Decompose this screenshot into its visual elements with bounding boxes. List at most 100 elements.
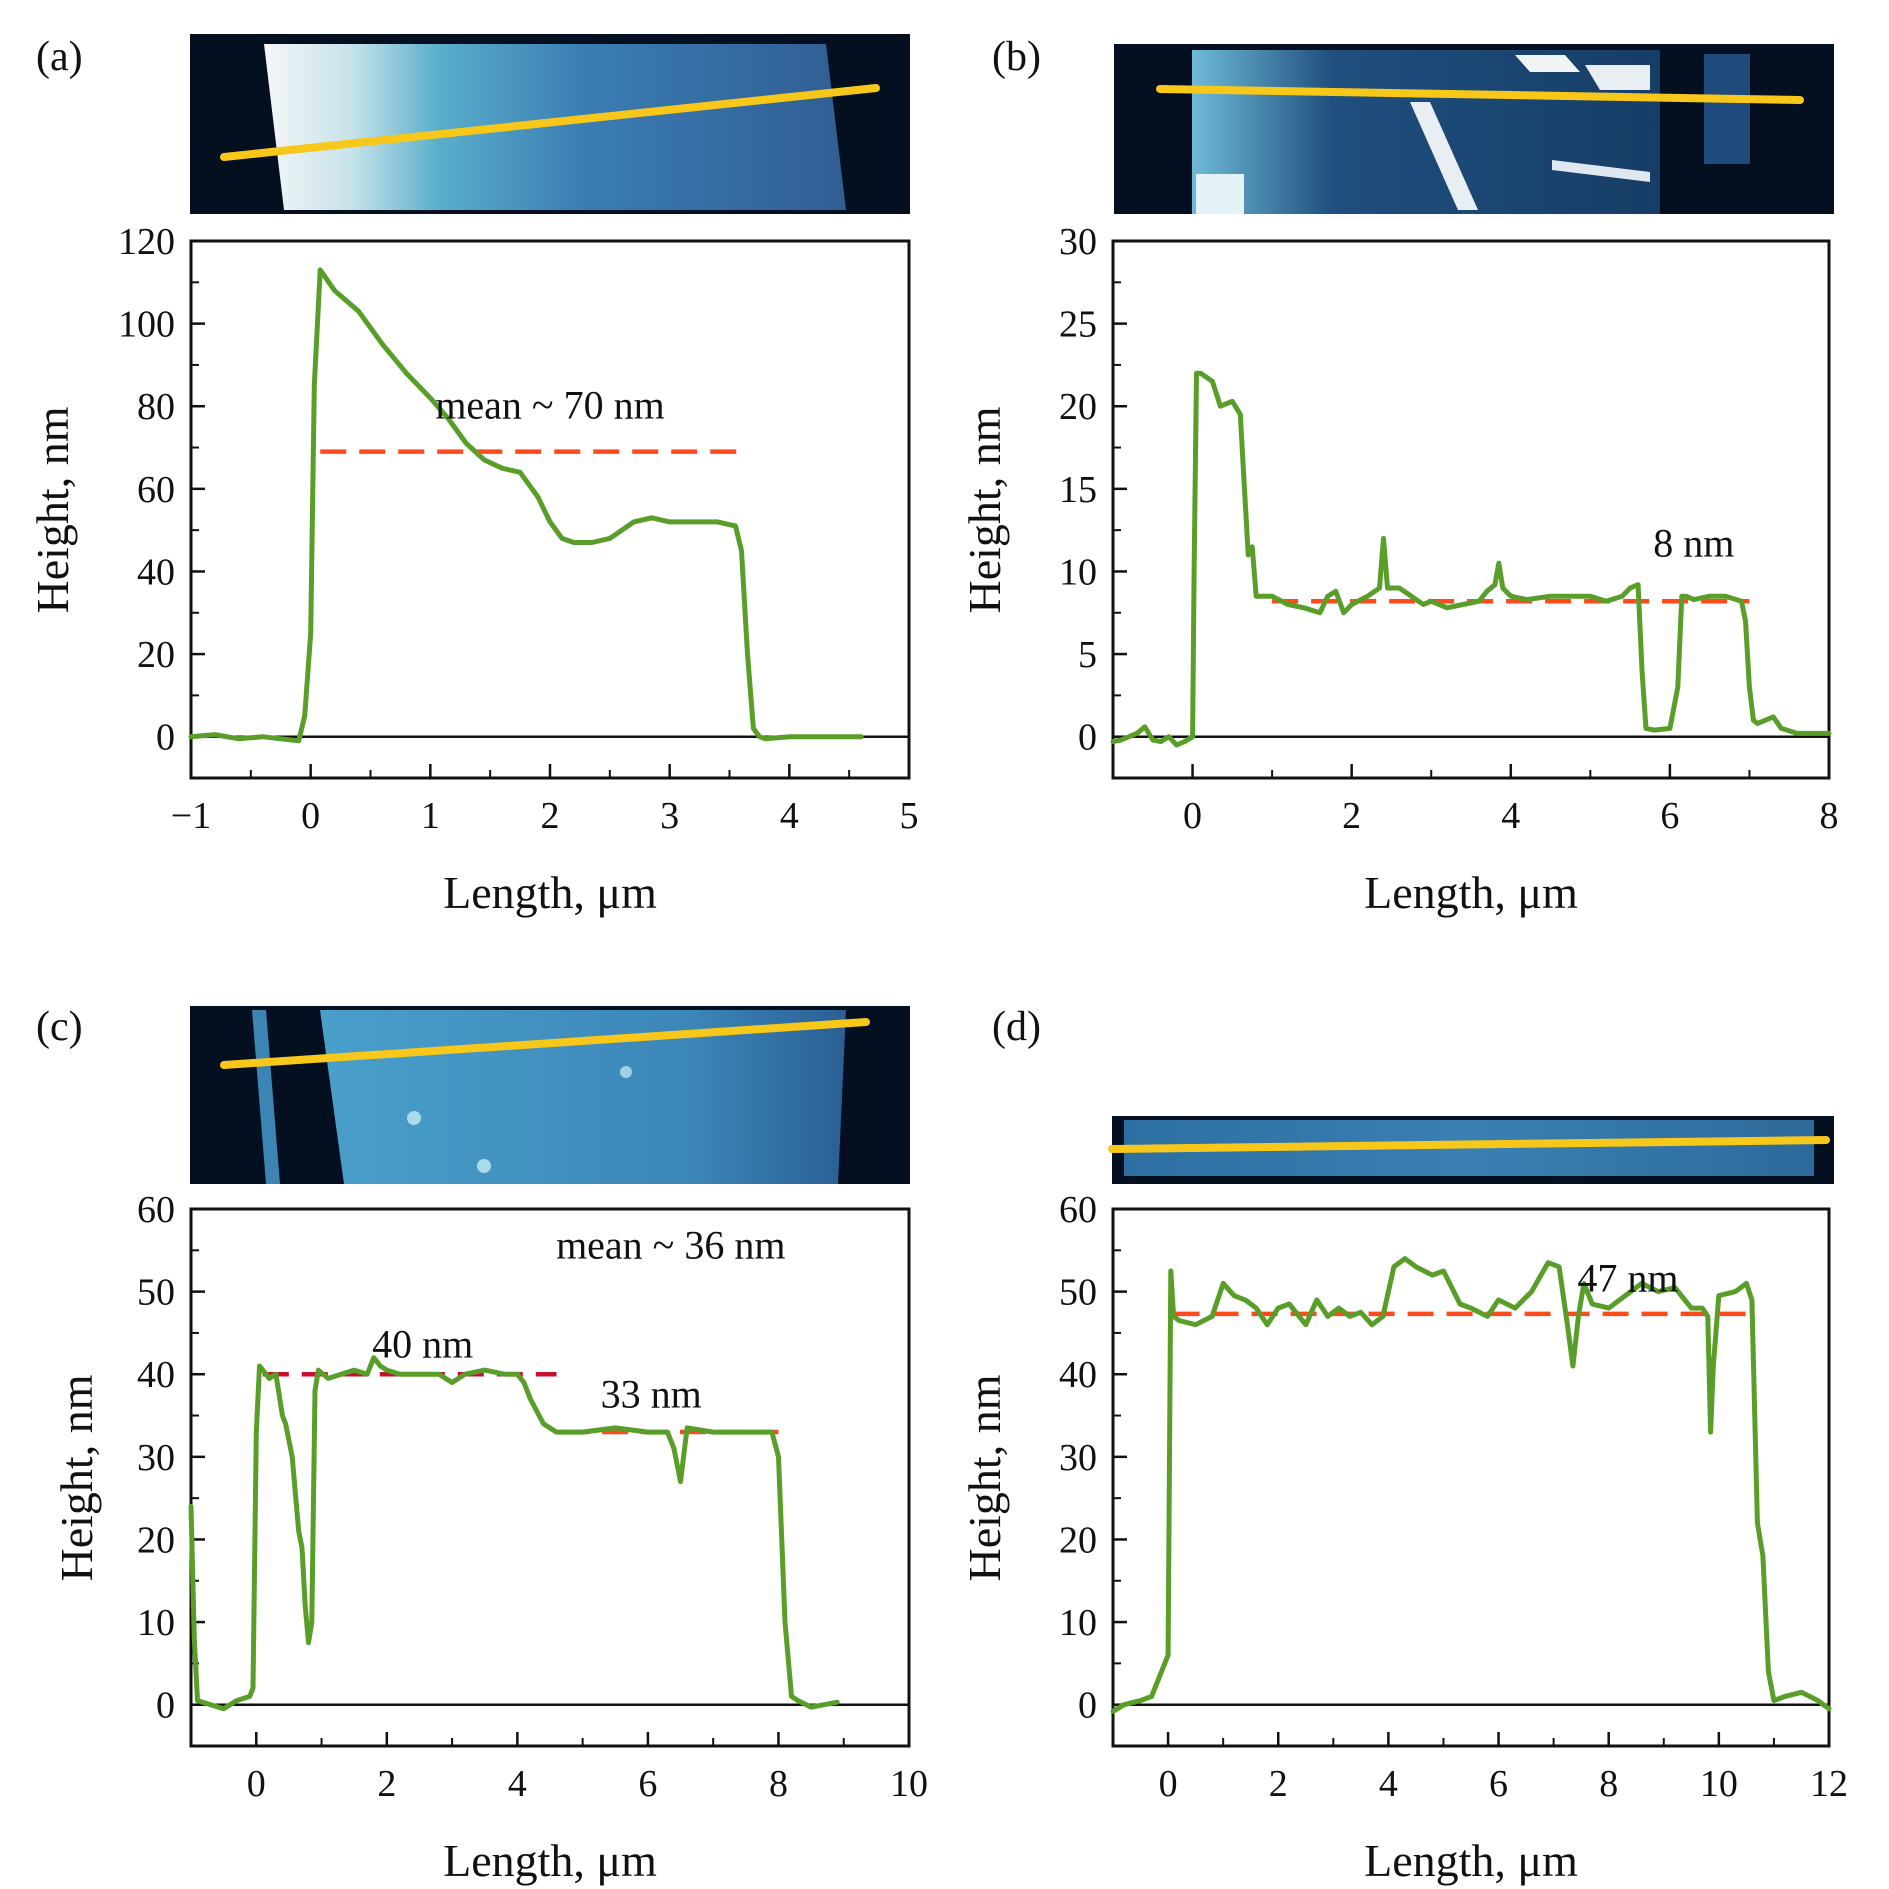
panel-d: (d) 0 2 4 6 8 10 12 0 10 20 30 40 50 60 47 nm Height, … (959, 1004, 1848, 1886)
y-tick-label-b: 30 (1059, 221, 1097, 263)
plot-frame-d (1111, 1207, 1831, 1748)
annotation-c: 40 nm (372, 1322, 473, 1367)
annotation-d: 47 nm (1577, 1256, 1678, 1301)
y-tick-label-c: 40 (137, 1354, 175, 1396)
scan-line-a (220, 84, 880, 161)
series-line-b (1110, 370, 1832, 748)
afm-image-d (1108, 1116, 1834, 1184)
annotation-b: 8 nm (1653, 521, 1734, 566)
y-tick-label-d: 0 (1078, 1685, 1097, 1727)
y-axis-label-d: Height, nm (959, 1374, 1010, 1581)
y-tick-label-b: 5 (1078, 634, 1097, 676)
afm-image-a (190, 34, 910, 214)
x-tick-label-d: 6 (1489, 1763, 1508, 1805)
y-tick-label-d: 50 (1059, 1272, 1097, 1314)
afm-flake-c (320, 1010, 846, 1184)
y-tick-label-d: 30 (1059, 1437, 1097, 1479)
afm-flake-a (264, 44, 846, 210)
scan-line-b (1156, 85, 1804, 104)
series-line-d (1110, 1256, 1832, 1714)
scan-line-c (220, 1018, 870, 1069)
plot-frame-b (1111, 239, 1831, 780)
panel-label-a: (a) (36, 34, 83, 80)
x-tick-label-c: 8 (769, 1763, 788, 1805)
x-tick-label-a: 3 (660, 795, 679, 837)
x-tick-label-c: 2 (377, 1763, 396, 1805)
y-tick-label-d: 20 (1059, 1519, 1097, 1561)
y-axis-label-c: Height, nm (51, 1374, 102, 1581)
scan-line-d (1108, 1136, 1830, 1153)
plot-frame-a (189, 239, 911, 780)
y-tick-label-b: 10 (1059, 551, 1097, 593)
y-axis-label-b: Height, nm (959, 406, 1010, 613)
plot-area-b: 0 2 4 6 8 0 5 10 15 20 25 30 8 nm (1059, 221, 1839, 837)
x-tick-label-d: 4 (1379, 1763, 1398, 1805)
x-tick-label-c: 0 (247, 1763, 266, 1805)
x-tick-label-b: 6 (1660, 795, 1679, 837)
x-tick-label-c: 6 (638, 1763, 657, 1805)
y-axis-label-a: Height, nm (27, 406, 78, 613)
y-tick-label-a: 120 (118, 221, 175, 263)
panel-label-c: (c) (36, 1004, 83, 1050)
afm-flake-b-right (1704, 54, 1750, 164)
afm-image-c (190, 1006, 910, 1184)
afm-particle-2 (477, 1159, 491, 1173)
x-tick-label-c: 10 (890, 1763, 928, 1805)
x-tick-label-b: 0 (1183, 795, 1202, 837)
x-tick-label-a: −1 (171, 795, 211, 837)
annotation-c: mean ~ 36 nm (556, 1223, 785, 1268)
y-tick-label-d: 40 (1059, 1354, 1097, 1396)
x-tick-label-b: 8 (1820, 795, 1839, 837)
x-axis-label-c: Length, μm (443, 1835, 657, 1886)
x-tick-label-a: 0 (301, 795, 320, 837)
afm-bright-strip-3 (1410, 102, 1478, 210)
y-tick-label-d: 10 (1059, 1602, 1097, 1644)
plot-area-d: 0 2 4 6 8 10 12 0 10 20 30 40 50 60 47 nm (1059, 1189, 1848, 1805)
plot-area-a: −1 0 1 2 3 4 5 0 20 40 60 80 100 120 mean ~ 70 nm (118, 221, 919, 837)
x-axis-label-b: Length, μm (1364, 867, 1578, 918)
y-tick-label-b: 20 (1059, 386, 1097, 428)
series-line-c (188, 1355, 840, 1712)
y-tick-label-a: 80 (137, 386, 175, 428)
panel-c: (c) 0 2 4 6 8 10 0 10 20 30 40 50 60 mean ~ 36 nm 40 n… (36, 1004, 928, 1886)
y-tick-label-a: 20 (137, 634, 175, 676)
afm-edge-c (252, 1010, 280, 1184)
afm-image-b (1114, 44, 1834, 214)
annotation-c: 33 nm (601, 1371, 702, 1416)
y-tick-label-a: 100 (118, 304, 175, 346)
x-tick-label-a: 4 (780, 795, 799, 837)
y-tick-label-d: 60 (1059, 1189, 1097, 1231)
x-tick-label-d: 8 (1599, 1763, 1618, 1805)
x-tick-label-d: 0 (1159, 1763, 1178, 1805)
plot-frame-c (189, 1207, 911, 1748)
panel-b: (b) 0 2 4 6 8 0 5 10 15 20 25 30 8 nm Height, nm Len… (959, 34, 1839, 918)
y-tick-label-b: 25 (1059, 304, 1097, 346)
y-tick-label-c: 50 (137, 1272, 175, 1314)
x-tick-label-b: 2 (1342, 795, 1361, 837)
y-tick-label-a: 0 (156, 717, 175, 759)
x-tick-label-a: 2 (541, 795, 560, 837)
x-tick-label-c: 4 (508, 1763, 527, 1805)
x-tick-label-a: 1 (421, 795, 440, 837)
panel-label-d: (d) (992, 1004, 1041, 1050)
y-tick-label-c: 10 (137, 1602, 175, 1644)
series-line-a (188, 267, 864, 744)
afm-particle-3 (620, 1066, 632, 1078)
x-tick-label-b: 4 (1501, 795, 1520, 837)
x-tick-label-d: 2 (1269, 1763, 1288, 1805)
y-tick-label-c: 30 (137, 1437, 175, 1479)
y-tick-label-c: 0 (156, 1685, 175, 1727)
x-axis-label-d: Length, μm (1364, 1835, 1578, 1886)
afm-bright-strip-1 (1515, 55, 1580, 72)
afm-particle-1 (407, 1111, 421, 1125)
x-tick-label-a: 5 (900, 795, 919, 837)
panel-label-b: (b) (992, 34, 1041, 80)
annotation-a: mean ~ 70 nm (435, 383, 664, 428)
y-tick-label-c: 20 (137, 1519, 175, 1561)
y-tick-label-b: 15 (1059, 469, 1097, 511)
x-axis-label-a: Length, μm (443, 867, 657, 918)
afm-bright-spot (1196, 174, 1244, 214)
x-tick-label-d: 12 (1810, 1763, 1848, 1805)
